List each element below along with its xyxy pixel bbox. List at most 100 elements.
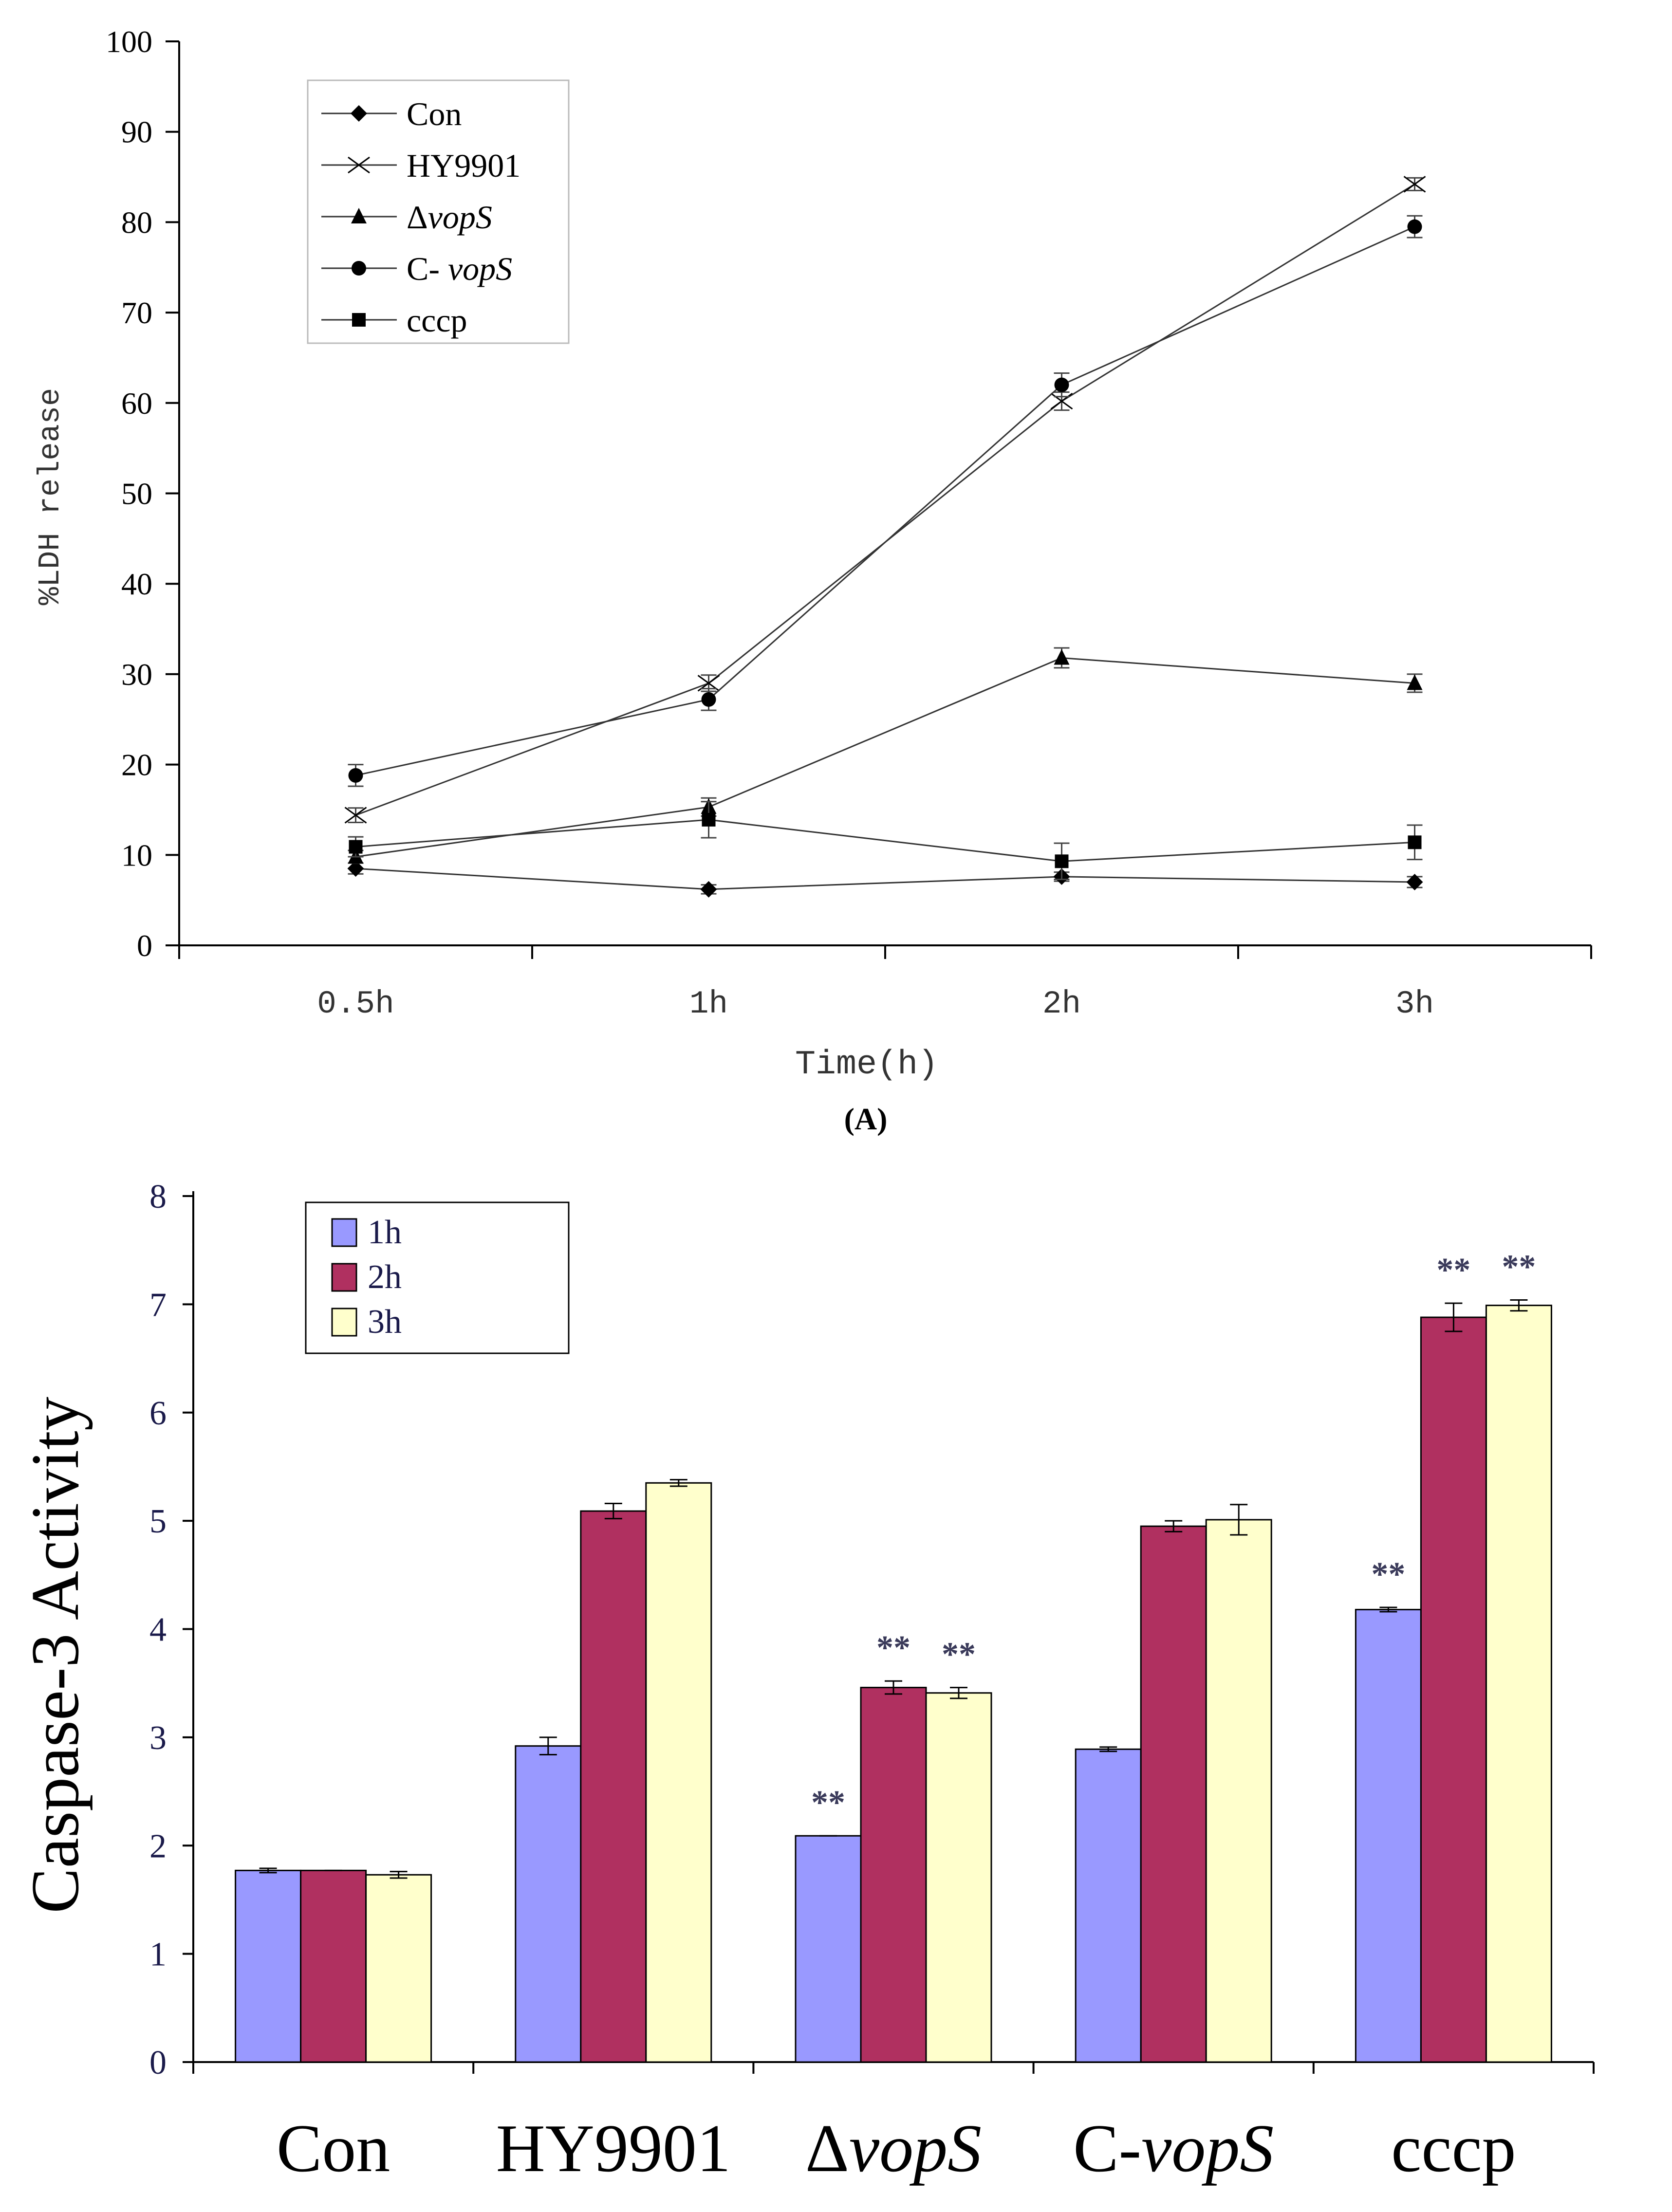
legend-label: ΔvopS bbox=[407, 199, 492, 236]
y-tick-label: 0 bbox=[137, 928, 152, 963]
legend-item: ΔvopS bbox=[321, 199, 492, 236]
y-axis-label: %LDH release bbox=[33, 388, 68, 605]
x-tick-label: ΔvopS bbox=[805, 2111, 982, 2186]
data-point bbox=[1408, 835, 1422, 849]
series-line bbox=[355, 657, 1415, 858]
significance-mark: ** bbox=[1371, 1556, 1405, 1593]
significance-mark: ** bbox=[1502, 1248, 1536, 1286]
data-point bbox=[1054, 377, 1069, 392]
y-tick-label: 3 bbox=[149, 1719, 167, 1757]
bar bbox=[645, 1482, 712, 2063]
legend-marker bbox=[351, 105, 367, 122]
series-line bbox=[355, 819, 1415, 862]
data-point-stroke bbox=[1403, 176, 1426, 193]
ldh-release-line-chart: %LDH release Time(h) (A) 0 10 20 30 40 50 60 70… bbox=[33, 24, 1592, 1136]
legend-label: 2h bbox=[368, 1258, 402, 1296]
bar bbox=[860, 1687, 927, 2063]
data-point bbox=[348, 768, 363, 783]
panel-label: (A) bbox=[844, 1102, 888, 1136]
legend-label: Con bbox=[407, 95, 462, 132]
legend-item: 3h bbox=[331, 1303, 402, 1341]
bar bbox=[1420, 1316, 1487, 2063]
data-point bbox=[1054, 649, 1070, 665]
legend-label: cccp bbox=[407, 302, 467, 339]
legend-swatch bbox=[331, 1263, 357, 1292]
bar bbox=[1140, 1525, 1207, 2063]
y-tick-label: 7 bbox=[149, 1286, 167, 1324]
series-5 bbox=[348, 801, 1423, 880]
bar bbox=[1355, 1608, 1422, 2063]
y-tick-label: 100 bbox=[106, 24, 152, 59]
legend-label: C- vopS bbox=[407, 250, 512, 287]
significance-mark: ** bbox=[942, 1636, 976, 1674]
bar bbox=[580, 1510, 647, 2063]
series-1 bbox=[347, 860, 1423, 898]
legend-box bbox=[307, 79, 570, 344]
bar-group bbox=[235, 1867, 432, 2063]
significance-mark: ** bbox=[1436, 1252, 1470, 1289]
bar bbox=[235, 1869, 302, 2063]
legend-label: HY9901 bbox=[407, 147, 520, 184]
legend-label: 3h bbox=[368, 1303, 402, 1341]
data-point bbox=[1407, 219, 1422, 234]
significance-mark: ** bbox=[811, 1784, 845, 1822]
legend-marker bbox=[351, 208, 367, 223]
legend-marker bbox=[352, 313, 366, 327]
bar-group bbox=[1075, 1504, 1272, 2063]
data-point bbox=[347, 860, 364, 877]
y-tick-label: 10 bbox=[121, 838, 152, 872]
bar-group: ** ** ** bbox=[1355, 1248, 1552, 2063]
bar bbox=[925, 1692, 992, 2063]
legend-item: 2h bbox=[331, 1258, 402, 1296]
bar bbox=[515, 1745, 582, 2063]
bar-group bbox=[515, 1479, 712, 2063]
legend-swatch bbox=[331, 1218, 357, 1247]
y-tick-label: 90 bbox=[121, 115, 152, 149]
legend-item: cccp bbox=[321, 302, 467, 339]
y-tick-label: 2 bbox=[149, 1827, 167, 1865]
legend: 1h 2h 3h bbox=[305, 1201, 570, 1354]
bar bbox=[1205, 1519, 1272, 2063]
y-tick-label: 40 bbox=[121, 567, 152, 601]
bar-group: ** ** ** bbox=[795, 1629, 992, 2063]
y-tick-label: 6 bbox=[149, 1395, 167, 1432]
y-tick-label: 20 bbox=[121, 748, 152, 782]
data-point bbox=[1406, 874, 1423, 891]
bar bbox=[1075, 1748, 1142, 2063]
x-tick-label: 3h bbox=[1395, 986, 1434, 1022]
y-axis-label: Caspase-3 Activity bbox=[18, 1397, 93, 1913]
y-tick-label: 8 bbox=[149, 1178, 167, 1216]
y-tick-label: 1 bbox=[149, 1936, 167, 1973]
data-point bbox=[349, 840, 363, 854]
series-line bbox=[355, 867, 1415, 890]
bar bbox=[365, 1874, 432, 2063]
series-4 bbox=[348, 215, 1423, 787]
y-tick-label: 70 bbox=[121, 295, 152, 330]
data-point bbox=[700, 881, 717, 898]
data-point-stroke bbox=[344, 807, 367, 824]
bar bbox=[1485, 1305, 1552, 2063]
legend-marker bbox=[348, 156, 370, 174]
data-point bbox=[1055, 854, 1069, 868]
x-tick-label: HY9901 bbox=[496, 2111, 731, 2186]
x-tick-label: Con bbox=[277, 2111, 390, 2186]
x-tick-label: 2h bbox=[1042, 986, 1081, 1022]
series-line bbox=[355, 226, 1415, 776]
y-tick-label: 5 bbox=[149, 1503, 167, 1540]
y-tick-label: 50 bbox=[121, 477, 152, 511]
data-point bbox=[1407, 674, 1423, 690]
legend-item: Con bbox=[321, 95, 462, 132]
data-point bbox=[701, 692, 716, 707]
x-tick-label: 0.5h bbox=[317, 986, 394, 1022]
legend-item: C- vopS bbox=[321, 250, 512, 287]
x-tick-label: cccp bbox=[1391, 2111, 1516, 2186]
legend-marker-stroke bbox=[348, 156, 370, 174]
legend-item: 1h bbox=[331, 1214, 402, 1251]
legend: Con HY9901 ΔvopS C- vopS cccp bbox=[307, 79, 570, 344]
legend-label: 1h bbox=[368, 1214, 402, 1251]
x-tick-label: C-vopS bbox=[1073, 2111, 1274, 2186]
data-point bbox=[1403, 176, 1426, 193]
y-tick-label: 4 bbox=[149, 1611, 167, 1649]
